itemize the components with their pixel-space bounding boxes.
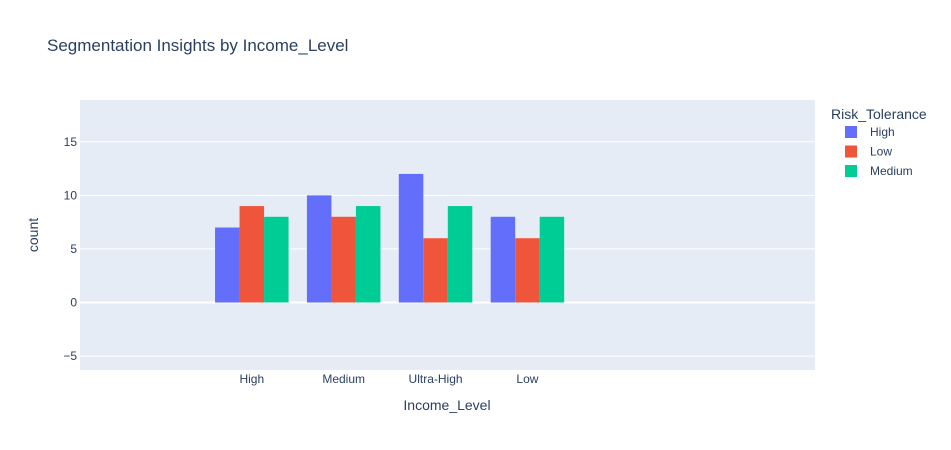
legend-swatch xyxy=(845,165,857,177)
y-axis-ticks: −5 0 5 10 15 xyxy=(63,135,77,363)
bars xyxy=(215,173,565,303)
bar xyxy=(215,227,240,303)
x-tick-label: Low xyxy=(516,372,538,386)
y-tick-label: 15 xyxy=(64,135,78,149)
bar xyxy=(331,216,356,303)
legend-item[interactable]: Medium xyxy=(845,164,913,178)
bar xyxy=(398,173,424,303)
bar xyxy=(264,216,289,303)
y-tick-label: 0 xyxy=(70,296,77,310)
y-tick-label: −5 xyxy=(63,349,77,363)
bar xyxy=(355,206,381,303)
y-axis-title: count xyxy=(25,218,41,252)
bar xyxy=(239,206,265,303)
x-axis-ticks: High Medium Ultra-High Low xyxy=(239,372,538,386)
bar xyxy=(447,206,473,303)
legend-item[interactable]: High xyxy=(845,125,895,139)
x-tick-label: High xyxy=(239,372,264,386)
legend-swatch xyxy=(845,145,857,158)
bar xyxy=(490,216,516,303)
bar xyxy=(515,238,540,303)
legend-swatch xyxy=(845,126,857,138)
bar xyxy=(423,238,448,303)
plot-area xyxy=(80,100,815,370)
y-tick-label: 5 xyxy=(70,242,77,256)
bar xyxy=(539,216,565,303)
legend-item[interactable]: Low xyxy=(845,145,892,159)
y-tick-label: 10 xyxy=(64,188,78,202)
legend-label: Low xyxy=(870,145,892,159)
legend-label: Medium xyxy=(870,164,913,178)
x-tick-label: Ultra-High xyxy=(409,372,463,386)
chart-title: Segmentation Insights by Income_Level xyxy=(47,36,348,55)
bar xyxy=(306,195,332,303)
legend-title: Risk_Tolerance xyxy=(831,106,927,122)
legend[interactable]: Risk_Tolerance High Low Medium xyxy=(831,106,927,178)
legend-label: High xyxy=(870,125,895,139)
x-tick-label: Medium xyxy=(322,372,365,386)
x-axis-title: Income_Level xyxy=(403,397,490,413)
